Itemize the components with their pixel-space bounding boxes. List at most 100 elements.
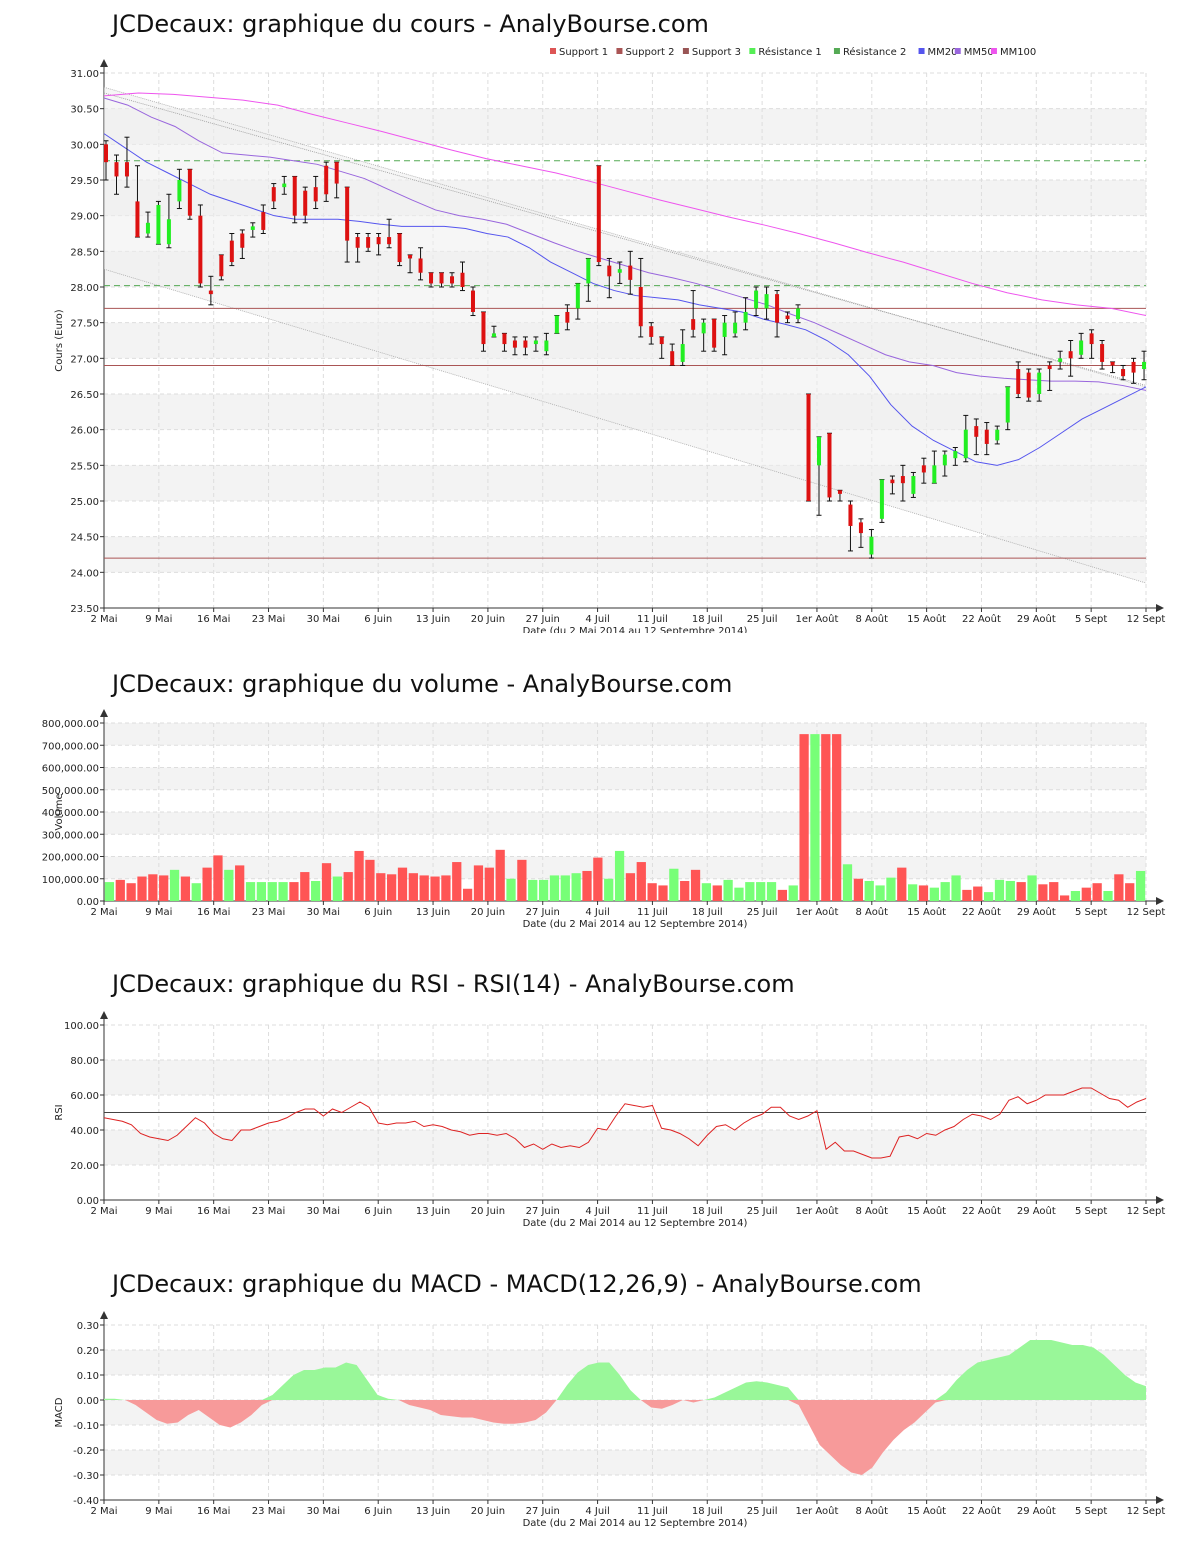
candle (910, 471, 916, 498)
x-axis-arrow (1156, 1496, 1164, 1504)
candle (1047, 361, 1053, 391)
candle (994, 425, 1000, 445)
candle (166, 193, 172, 249)
candle (711, 318, 717, 352)
candle-body (743, 311, 748, 323)
volume-bar (462, 888, 473, 901)
volume-bar (452, 862, 462, 901)
volume-bar (224, 869, 234, 901)
band-stripe (104, 723, 1146, 746)
volume-bar (180, 876, 191, 901)
candle (1015, 361, 1021, 399)
candle-body (816, 436, 821, 466)
volume-bar (1135, 870, 1146, 901)
volume-bar (148, 874, 158, 901)
candle-body (177, 180, 182, 202)
rsi-chart-title: JCDecaux: graphique du RSI - RSI(14) - A… (112, 970, 795, 998)
candle-body (470, 290, 475, 312)
channel-center-line (103, 92, 1147, 386)
x-axis-arrow (1156, 604, 1164, 612)
volume-bar (159, 875, 169, 901)
volume-bar (962, 889, 972, 901)
x-tick-label: 4 Juil (585, 614, 609, 625)
candle-body (408, 254, 413, 259)
macd-panel: JCDecaux: graphique du MACD - MACD(12,26… (0, 1268, 1200, 1543)
candle-body (376, 237, 381, 245)
candle-body (104, 144, 108, 163)
volume-bar (799, 734, 809, 901)
candle-body (187, 169, 192, 216)
candle (271, 183, 277, 210)
x-tick-label: 1er Août (796, 906, 839, 918)
candle-body (1037, 372, 1042, 394)
volume-bar (1038, 884, 1048, 901)
volume-bar (300, 872, 310, 901)
macd-chart: -0.40 -0.30 -0.20 -0.10 0.00 0.10 0.20 0.30 2 Ma… (54, 1311, 1165, 1529)
x-tick-label: 25 Juil (747, 1506, 778, 1517)
x-tick-label: 1er Août (796, 613, 839, 625)
volume-bar (680, 880, 690, 901)
candle (1110, 361, 1116, 374)
volume-bar (235, 865, 245, 901)
x-tick-label: 5 Sept (1075, 907, 1107, 918)
candle (543, 332, 549, 356)
x-tick-label: 22 Août (962, 1205, 1001, 1217)
candle (575, 282, 581, 320)
x-tick-label: 27 Juin (526, 1206, 560, 1217)
x-tick-label: 27 Juin (526, 614, 560, 625)
candle (302, 186, 308, 224)
candle-body (124, 162, 129, 177)
volume-bar (788, 885, 798, 901)
macd-negative-area (104, 1400, 1146, 1475)
x-axis-label: Date (du 2 Mai 2014 au 12 Septembre 2014… (523, 626, 748, 633)
candle-body (502, 333, 507, 345)
candle (113, 154, 119, 195)
x-tick-label: 30 Mai (307, 1206, 340, 1217)
candle (1005, 386, 1011, 431)
volume-bar (983, 892, 994, 901)
y-tick-label: 600,000.00 (42, 764, 99, 775)
volume-bar (973, 886, 983, 901)
y-tick-label: -0.40 (73, 1496, 99, 1507)
candle (785, 311, 791, 324)
volume-bar (256, 882, 267, 901)
candle-body (198, 215, 203, 284)
candle (1026, 368, 1032, 402)
y-tick-label: 0.00 (77, 1196, 99, 1207)
y-tick-label: 20.00 (70, 1161, 99, 1172)
volume-bar (419, 875, 429, 901)
candle (334, 161, 340, 199)
candle (1089, 329, 1095, 359)
y-tick-label: 0.10 (77, 1371, 99, 1382)
rsi-line (103, 1087, 1147, 1159)
candle (701, 318, 707, 352)
y-axis-label: Volume (54, 793, 65, 830)
candle (323, 161, 329, 202)
candle (491, 325, 497, 338)
y-tick-label: 100,000.00 (42, 875, 99, 886)
y-tick-label: 500,000.00 (42, 786, 99, 797)
volume-bar (701, 883, 712, 901)
channel-upper-line (103, 86, 1147, 388)
x-tick-label: 30 Mai (307, 614, 340, 625)
volume-bar (365, 859, 375, 901)
candle (522, 336, 528, 356)
legend-item: MM50 (954, 47, 994, 58)
legend-item: Support 1 (550, 47, 608, 58)
candle-body (963, 429, 968, 459)
volume-bar (886, 877, 896, 901)
volume-bar (669, 868, 679, 901)
candle-body (1110, 361, 1115, 366)
volume-bar (484, 867, 494, 901)
x-tick-label: 18 Juil (692, 907, 723, 918)
y-tick-label: 0.00 (77, 1396, 99, 1407)
volume-bar (712, 885, 722, 901)
x-tick-label: 20 Juin (471, 1506, 505, 1517)
candle-body (387, 237, 392, 245)
volume-bar (191, 883, 201, 901)
candle-body (607, 265, 612, 277)
legend-label: Résistance 2 (843, 46, 906, 58)
band-stripe (104, 1400, 1146, 1425)
candle-body (355, 237, 360, 248)
candle (826, 432, 832, 502)
